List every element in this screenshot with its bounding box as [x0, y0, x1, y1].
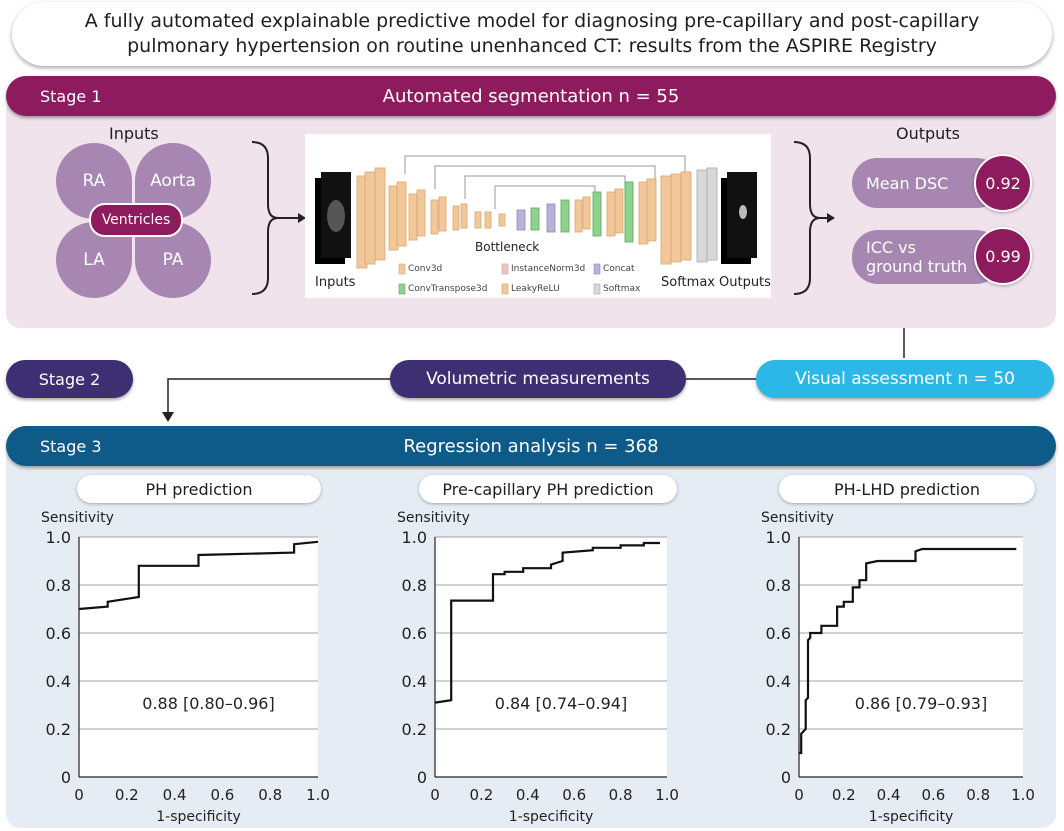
x-tick-label: 0.2 [832, 786, 856, 804]
y-tick-label: 0 [417, 768, 427, 787]
unet-softmax-label: Softmax [661, 275, 715, 290]
y-axis-label: Sensitivity [41, 510, 114, 526]
unet-architecture-graphic [315, 155, 757, 295]
y-tick-label: 0.4 [46, 672, 71, 691]
legend-concat: Concat [603, 264, 635, 274]
legend-convtranspose3d: ConvTranspose3d [408, 284, 488, 294]
roc-chart-precap: 0 0.2 0.4 0.6 0.8 1.0 0 0.2 0.4 0.6 0.8 1.0 Sensitiv… [397, 510, 679, 825]
y-tick-label: 0.2 [766, 720, 791, 739]
x-tick-label: 0.4 [877, 786, 901, 804]
chart-title-ph: PH prediction [77, 475, 321, 503]
x-tick-label: 0 [430, 786, 440, 804]
input-brace-arrow [251, 141, 306, 295]
stage3-heading: Regression analysis n = 368 [403, 435, 659, 457]
x-tick-label: 0.6 [921, 786, 945, 804]
title-line-2: pulmonary hypertension on routine unenha… [127, 35, 937, 57]
y-tick-label: 0.6 [402, 624, 427, 643]
unet-inputs-label: Inputs [315, 275, 356, 290]
metric-icc-value: 0.99 [974, 227, 1032, 285]
x-axis-label: 1-specificity [869, 809, 954, 825]
legend-softmax: Softmax [603, 284, 641, 294]
plot-area [435, 537, 667, 777]
x-tick-label: 1.0 [306, 786, 330, 804]
x-tick-label: 0.2 [469, 786, 493, 804]
auc-annotation: 0.84 [0.74–0.94] [495, 694, 627, 713]
roc-charts: 0 0.2 0.4 0.6 0.8 1.0 0 0.2 0.4 0.6 0.8 1.0 Sensitiv… [41, 510, 1035, 825]
y-tick-label: 0 [781, 768, 791, 787]
y-tick-label: 0.8 [766, 576, 791, 595]
legend-conv3d: Conv3d [408, 264, 443, 274]
x-tick-label: 1.0 [655, 786, 679, 804]
y-axis-label: Sensitivity [397, 510, 470, 526]
x-tick-label: 1.0 [1011, 786, 1035, 804]
metric-mean-dsc-value: 0.92 [974, 154, 1032, 212]
plot-area [799, 537, 1023, 777]
y-tick-label: 0.4 [766, 672, 791, 691]
inputs-label: Inputs [109, 124, 159, 143]
legend-instancenorm3d: InstanceNorm3d [511, 264, 586, 274]
chart-title-precap: Pre-capillary PH prediction [419, 475, 677, 503]
y-tick-label: 0.4 [402, 672, 427, 691]
volumetric-measurements: Volumetric measurements [390, 360, 686, 398]
stage3-bar: Stage 3 Regression analysis n = 368 [6, 426, 1056, 466]
stage1-heading: Automated segmentation n = 55 [382, 85, 680, 107]
stage3-label: Stage 3 [40, 436, 102, 456]
roc-chart-ph: 0 0.2 0.4 0.6 0.8 1.0 0 0.2 0.4 0.6 0.8 1.0 Sensitiv… [41, 510, 330, 825]
y-axis-label: Sensitivity [761, 510, 834, 526]
auc-annotation: 0.88 [0.80–0.96] [142, 694, 274, 713]
x-tick-label: 0.4 [516, 786, 540, 804]
y-tick-label: 0.8 [402, 576, 427, 595]
stage1-bar: Stage 1 Automated segmentation n = 55 [6, 76, 1056, 116]
chart-title-phlhd: PH-LHD prediction [779, 475, 1035, 503]
x-axis-label: 1-specificity [156, 809, 241, 825]
title-box: A fully automated explainable predictive… [12, 2, 1052, 66]
x-tick-label: 0.8 [966, 786, 990, 804]
stage2-connectors [162, 328, 905, 422]
y-tick-label: 1.0 [46, 528, 71, 547]
visual-assessment: Visual assessment n = 50 [756, 360, 1054, 398]
unet-bottleneck-label: Bottleneck [475, 240, 540, 254]
y-tick-label: 1.0 [402, 528, 427, 547]
x-tick-label: 0.6 [210, 786, 234, 804]
auc-annotation: 0.86 [0.79–0.93] [855, 694, 987, 713]
plot-area [79, 537, 318, 777]
roc-chart-phlhd: 0 0.2 0.4 0.6 0.8 1.0 0 0.2 0.4 0.6 0.8 1.0 Sensitiv… [761, 510, 1035, 825]
x-tick-label: 0.8 [609, 786, 633, 804]
legend-leakyrelu: LeakyReLU [511, 284, 560, 294]
chamber-ventricles: Ventricles [89, 203, 183, 237]
output-segmentation-image [721, 172, 757, 264]
x-tick-label: 0 [74, 786, 84, 804]
outputs-label: Outputs [896, 124, 960, 143]
unet-diagram: Inputs Bottleneck Softmax Outputs Conv3d… [305, 134, 771, 298]
roc-curve [799, 547, 1017, 755]
roc-curve [78, 540, 319, 611]
title-line-1: A fully automated explainable predictive… [84, 10, 980, 32]
y-tick-label: 0.8 [46, 576, 71, 595]
y-tick-label: 1.0 [766, 528, 791, 547]
y-tick-label: 0 [61, 768, 71, 787]
x-tick-label: 0.4 [163, 786, 187, 804]
x-tick-label: 0 [794, 786, 804, 804]
y-tick-label: 0.6 [46, 624, 71, 643]
input-ct-image [315, 172, 351, 264]
stage1-label: Stage 1 [40, 86, 102, 106]
y-tick-label: 0.2 [46, 720, 71, 739]
roc-curve [434, 541, 660, 704]
unet-outputs-label: Outputs [719, 275, 771, 290]
output-brace-arrow [793, 141, 835, 295]
x-tick-label: 0.8 [258, 786, 282, 804]
y-tick-label: 0.2 [402, 720, 427, 739]
x-tick-label: 0.6 [562, 786, 586, 804]
stage2-label: Stage 2 [6, 360, 133, 398]
y-tick-label: 0.6 [766, 624, 791, 643]
x-tick-label: 0.2 [115, 786, 139, 804]
page-title: A fully automated explainable predictive… [85, 9, 979, 59]
x-axis-label: 1-specificity [509, 809, 594, 825]
